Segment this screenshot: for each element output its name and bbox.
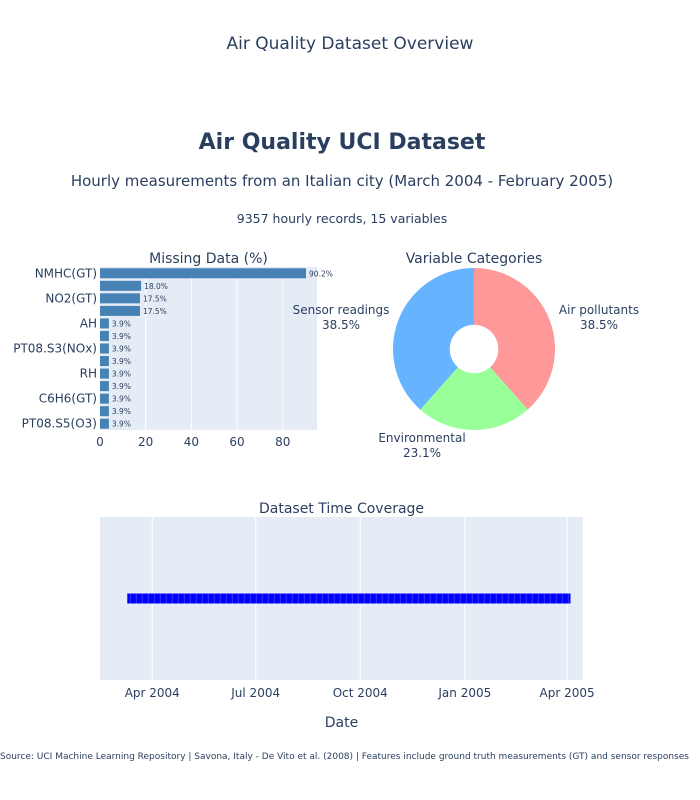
bar-value-label: 3.9% (112, 345, 131, 354)
time-coverage-chart: Dataset Time Coverage Apr 2004 Jul 2004 Oct… (100, 501, 595, 730)
bar-value-label: 3.9% (112, 370, 131, 379)
missing-data-bar (100, 318, 109, 329)
bar-chart-title: Missing Data (%) (149, 251, 268, 267)
pie-slice-percent: 38.5% (580, 318, 618, 332)
bar-category-label: NO2(GT) (45, 291, 97, 305)
missing-data-bar (100, 293, 140, 304)
figure-title: Air Quality Dataset Overview (226, 34, 474, 54)
time-x-axis-label: Date (325, 715, 358, 730)
missing-data-bar (100, 356, 109, 367)
bar-x-tick-label: 60 (229, 435, 244, 449)
pie-chart-title: Variable Categories (406, 251, 543, 267)
bar-x-tick-label: 20 (138, 435, 153, 449)
missing-data-bar (100, 418, 109, 429)
pie-slice-label: Air pollutants (559, 303, 639, 317)
pie-slice-label: Sensor readings (293, 303, 390, 317)
dataset-subtitle: Hourly measurements from an Italian city… (70, 172, 614, 190)
bar-value-label: 3.9% (112, 357, 131, 366)
source-note: Source: UCI Machine Learning Repository … (0, 752, 689, 762)
bar-value-label: 90.2% (309, 269, 333, 278)
bar-x-tick-label: 0 (96, 435, 104, 449)
time-x-tick-label: Apr 2005 (540, 686, 595, 700)
bar-category-label: C6H6(GT) (39, 392, 97, 406)
bar-value-label: 18.0% (144, 282, 168, 291)
missing-data-bar (100, 343, 109, 354)
time-x-tick-label: Jan 2005 (437, 686, 491, 700)
missing-data-bar (100, 268, 307, 279)
time-coverage-line (127, 593, 571, 604)
missing-data-bar (100, 393, 109, 404)
bar-x-tick-label: 80 (275, 435, 290, 449)
bar-value-label: 3.9% (112, 407, 131, 416)
bar-category-label: RH (80, 367, 97, 381)
bar-category-label: PT08.S5(O3) (22, 417, 97, 431)
pie-slice (420, 367, 528, 430)
bar-value-label: 3.9% (112, 332, 131, 341)
bar-category-label: NMHC(GT) (35, 266, 97, 280)
dataset-heading: Air Quality UCI Dataset (198, 130, 486, 155)
pie-slice-label: Environmental (378, 431, 465, 445)
missing-data-bar (100, 368, 109, 379)
time-x-tick-label: Apr 2004 (125, 686, 180, 700)
missing-data-bar-chart: 0 20 40 60 80 Missing Data (%) 90.2% NMHC(GT) 18… (13, 251, 333, 449)
pie-slice (474, 268, 555, 410)
pie-slice-percent: 38.5% (322, 318, 360, 332)
missing-data-bar (100, 381, 109, 392)
bar-x-tick-label: 40 (184, 435, 199, 449)
bar-value-label: 3.9% (112, 382, 131, 391)
records-note: 9357 hourly records, 15 variables (236, 211, 448, 226)
bar-value-label: 3.9% (112, 319, 131, 328)
pie-slice-percent: 23.1% (403, 446, 441, 460)
bar-value-label: 3.9% (112, 420, 131, 429)
time-chart-title: Dataset Time Coverage (259, 501, 424, 517)
missing-data-bar (100, 280, 142, 291)
bar-category-label: AH (80, 316, 97, 330)
missing-data-bar (100, 305, 140, 316)
time-x-tick-label: Oct 2004 (333, 686, 388, 700)
missing-data-bar (100, 330, 109, 341)
bar-value-label: 3.9% (112, 395, 131, 404)
bar-category-label: PT08.S3(NOx) (13, 342, 97, 356)
bar-value-label: 17.5% (143, 307, 167, 316)
time-x-tick-label: Jul 2004 (230, 686, 280, 700)
missing-data-bar (100, 406, 109, 417)
bar-value-label: 17.5% (143, 294, 167, 303)
pie-slice (393, 268, 474, 410)
